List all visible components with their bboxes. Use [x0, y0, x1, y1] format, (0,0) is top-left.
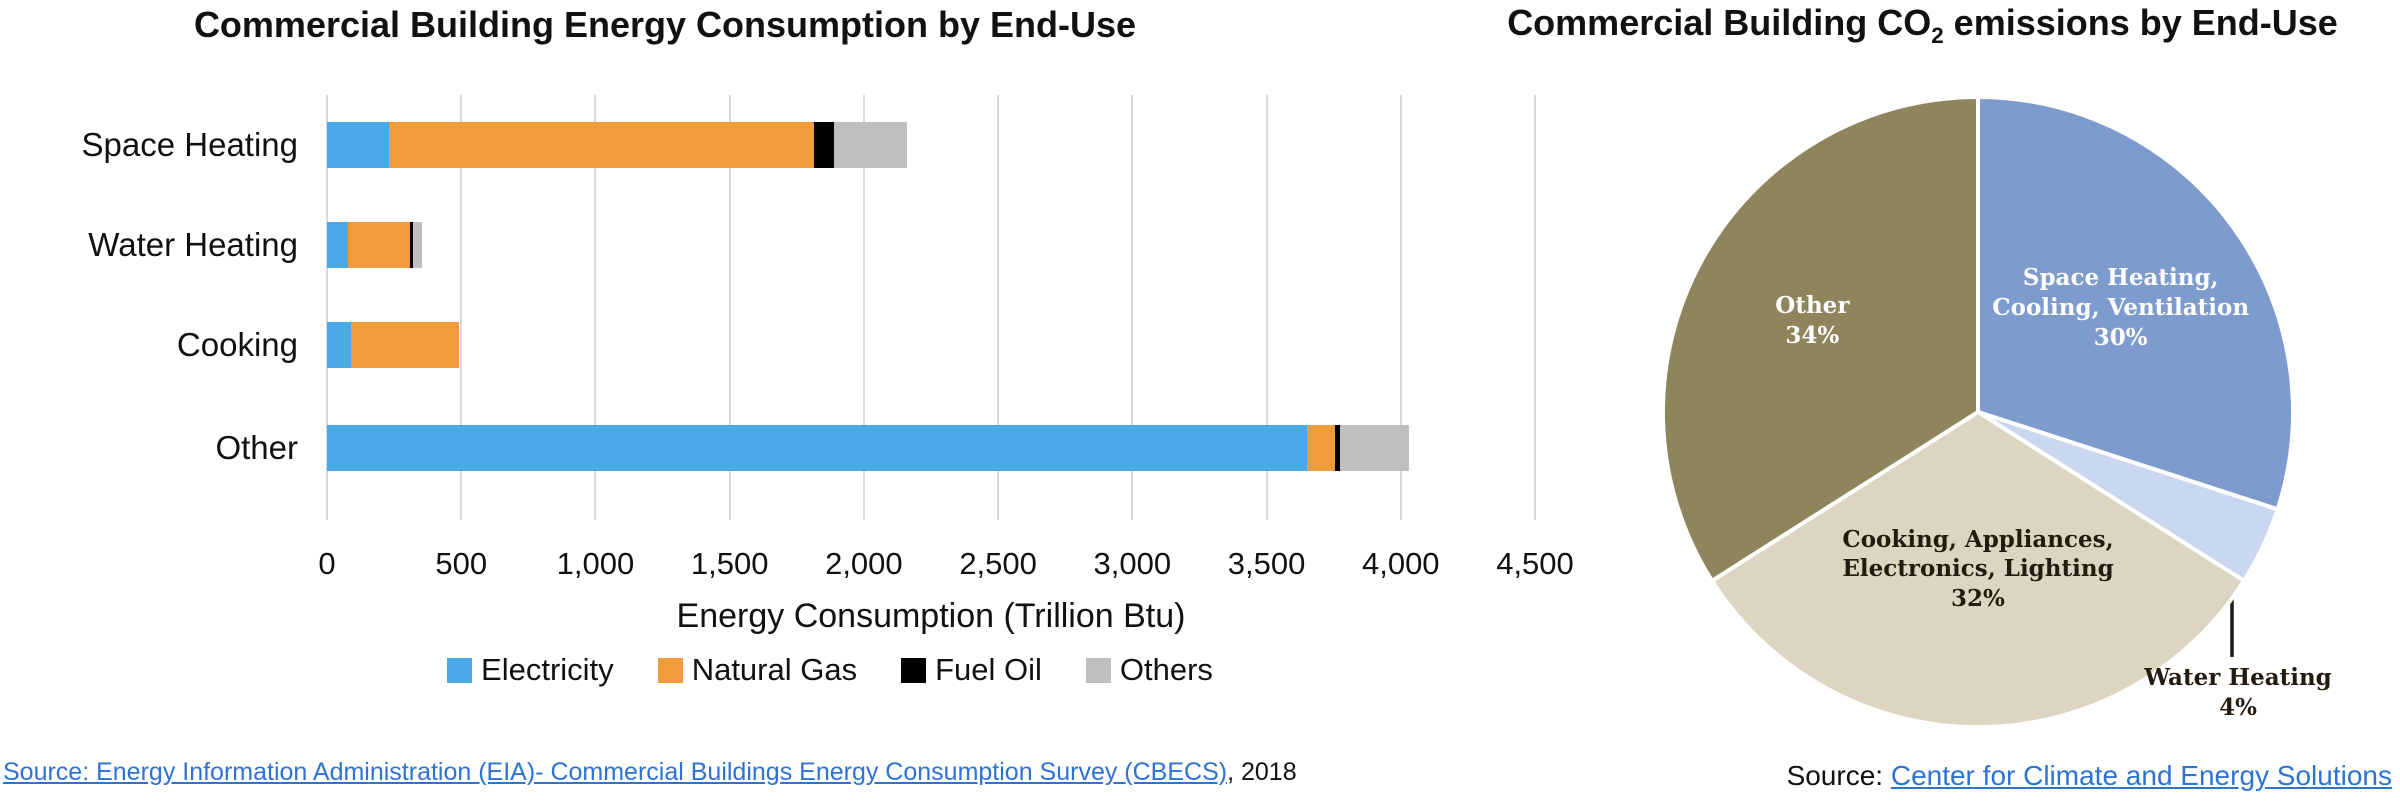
pie-label-space-heating-cooling-ventilation: Space Heating, Cooling, Ventilation 30%: [1992, 263, 2249, 353]
bar-segment-others: [412, 222, 423, 268]
x-tick-label: 4,500: [1496, 546, 1574, 581]
bar-row-water-heating: [327, 222, 1535, 268]
gridline-x-3500: [1265, 95, 1268, 520]
bar-row-cooking: [327, 322, 1535, 368]
legend-item-natural-gas: Natural Gas: [657, 652, 858, 688]
x-tick-label: 1,000: [556, 546, 635, 581]
legend-item-electricity: Electricity: [447, 652, 614, 688]
bar-segment-fuel-oil: [1335, 425, 1341, 471]
pie-label-line: 32%: [1951, 585, 2005, 613]
legend-swatch-icon: [1085, 657, 1111, 683]
bar-segment-others: [1340, 425, 1409, 471]
pie-label-line: Cooking, Appliances,: [1842, 525, 2114, 553]
pie-slice-other: [1660, 95, 1980, 583]
gridline-x-500: [460, 95, 463, 520]
c2es-source-link[interactable]: Center for Climate and Energy Solutions: [1890, 760, 2392, 791]
gridline-x-1000: [594, 95, 597, 520]
bar-segment-fuel-oil: [410, 222, 413, 268]
bar-row-space-heating: [327, 122, 1535, 168]
category-label-space-heating: Space Heating: [81, 126, 298, 163]
gridline-x-3000: [1131, 95, 1134, 520]
left-source-line: Source: Energy Information Administratio…: [3, 758, 1297, 787]
pie-label-line: 30%: [2093, 324, 2148, 352]
pie-label-cooking-appliances-electronics-lighting: Cooking, Appliances, Electronics, Lightin…: [1842, 525, 2113, 615]
bar-segment-fuel-oil: [814, 122, 835, 168]
x-tick-label: 3,000: [1093, 546, 1172, 581]
x-axis-title: Energy Consumption (Trillion Btu): [676, 597, 1186, 635]
bar-chart-legend: Electricity Natural Gas Fuel Oil Others: [230, 652, 1430, 688]
pie-label-line: Other: [1775, 292, 1850, 320]
x-tick-label: 2,000: [825, 546, 903, 581]
category-label-cooking: Cooking: [176, 326, 298, 363]
x-tick-label: 500: [435, 546, 488, 581]
pie-slice-space-heating-cooling-ventilation: [1976, 95, 2295, 512]
pie-label-line: 34%: [1785, 321, 1840, 349]
pie-title-subscript: 2: [1931, 23, 1944, 49]
legend-swatch-icon: [901, 657, 927, 683]
legend-label: Others: [1119, 652, 1213, 687]
bar-segment-natural-gas: [351, 322, 459, 368]
bar-plot-area: [326, 95, 1536, 520]
x-tick-label: 1,500: [690, 546, 769, 581]
pie-label-line: Electronics, Lighting: [1842, 555, 2114, 583]
bar-chart-title: Commercial Building Energy Consumption b…: [193, 4, 1137, 45]
bar-segment-natural-gas: [348, 222, 411, 268]
right-source-prefix: Source:: [1786, 760, 1891, 791]
gridline-x-4000: [1399, 95, 1402, 520]
pie-label-water-heating: Water Heating 4%: [2144, 663, 2332, 723]
gridline-x-0: [326, 95, 328, 520]
pie-title-text: Commercial Building CO: [1507, 2, 1932, 43]
category-label-other: Other: [215, 429, 298, 466]
x-tick-label: 2,500: [959, 546, 1037, 581]
eia-cbecs-source-link[interactable]: Source: Energy Information Administratio…: [3, 758, 1228, 786]
legend-item-fuel-oil: Fuel Oil: [901, 652, 1042, 688]
pie-label-line: Water Heating: [2144, 664, 2332, 691]
x-tick-label: 4,000: [1361, 546, 1440, 581]
legend-swatch-icon: [447, 657, 473, 683]
pie-label-line: Space Heating,: [2022, 264, 2219, 292]
legend-label: Electricity: [481, 652, 614, 687]
bar-segment-others: [834, 122, 907, 168]
gridline-x-1500: [728, 95, 731, 520]
category-label-water-heating: Water Heating: [88, 226, 298, 263]
gridline-x-4500: [1534, 95, 1536, 520]
gridline-x-2500: [997, 95, 1000, 520]
x-tick-label: 3,500: [1227, 546, 1306, 581]
x-tick-label: 0: [318, 546, 336, 581]
right-source-line: Source: Center for Climate and Energy So…: [1700, 760, 2392, 792]
pie-slice-cooking-appliances-electronics-lighting: [1710, 410, 2246, 729]
pie-label-line: 4%: [2219, 693, 2257, 721]
pie-label-line: Cooling, Ventilation: [1992, 294, 2250, 322]
bar-segment-electricity: [327, 322, 352, 368]
legend-label: Natural Gas: [691, 652, 858, 687]
bar-segment-electricity: [327, 222, 349, 268]
pie-label-other: Other 34%: [1775, 291, 1849, 351]
bar-segment-electricity: [327, 425, 1307, 471]
pie-chart: [1660, 95, 2295, 729]
bar-row-other: [327, 425, 1535, 471]
pie-title-text-end: emissions by End-Use: [1943, 2, 2338, 43]
pie-chart-title: Commercial Building CO2 emissions by End…: [1450, 2, 2395, 49]
bar-segment-natural-gas: [388, 122, 815, 168]
gridline-x-2000: [862, 95, 865, 520]
legend-label: Fuel Oil: [935, 652, 1042, 687]
legend-swatch-icon: [657, 657, 683, 683]
legend-item-others: Others: [1085, 652, 1213, 688]
bar-segment-natural-gas: [1306, 425, 1335, 471]
left-source-year: , 2018: [1227, 758, 1297, 786]
bar-segment-electricity: [327, 122, 389, 168]
